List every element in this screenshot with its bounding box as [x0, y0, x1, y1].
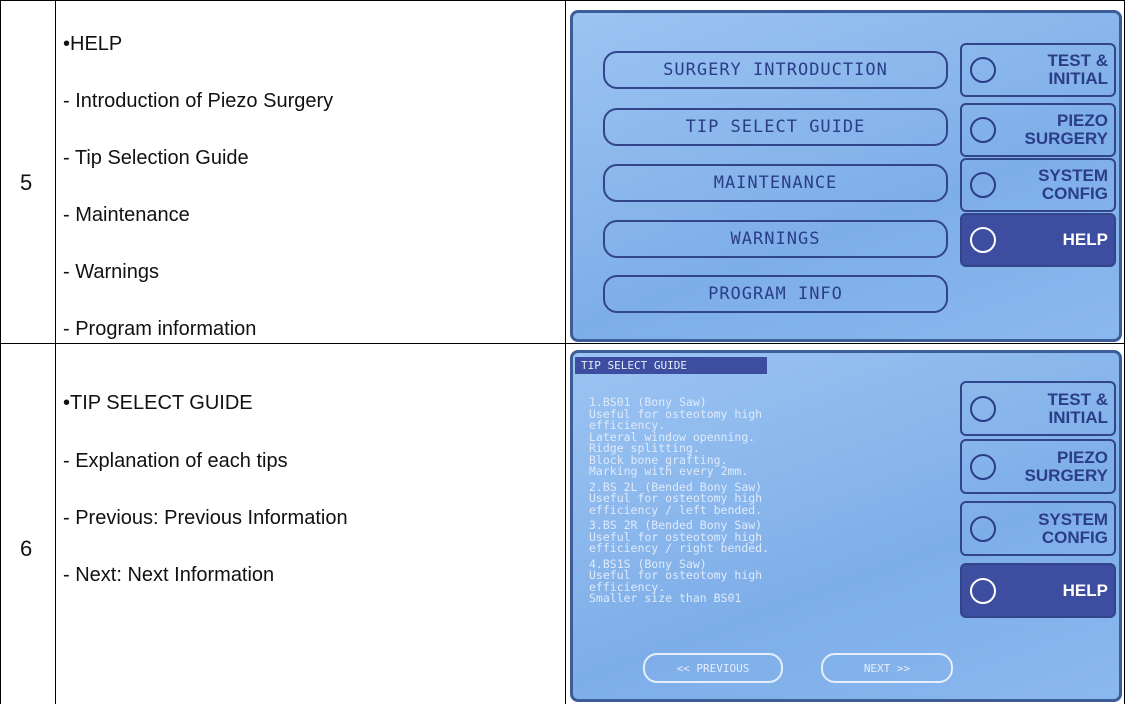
row-number: 6 — [20, 536, 33, 561]
guide-text: efficiency / right bended. — [589, 541, 770, 555]
screen-header: TIP SELECT GUIDE — [575, 357, 767, 374]
row-item: - Introduction of Piezo Surgery — [63, 90, 334, 112]
nav-button: << PREVIOUS — [643, 653, 783, 683]
guide-text: Marking with every 2mm. — [589, 464, 749, 478]
menu-button: MAINTENANCE — [603, 164, 948, 202]
row-item: - Tip Selection Guide — [63, 147, 249, 169]
guide-text: Block bone grafting. — [589, 452, 728, 467]
row-item: - Program information — [63, 318, 257, 340]
border — [55, 0, 56, 704]
button-icon — [970, 57, 996, 83]
button-icon — [970, 395, 996, 422]
menu-button: TIP SELECT GUIDE — [603, 108, 948, 146]
button-icon — [970, 577, 996, 604]
border — [565, 0, 566, 704]
side-button-label: SYSTEM — [1038, 166, 1108, 185]
side-button: TEST & INITIAL — [960, 381, 1116, 436]
side-button: HELP — [960, 563, 1116, 618]
side-button: SYSTEM CONFIG — [960, 158, 1116, 212]
nav-button: NEXT >> — [821, 653, 953, 683]
row-item: - Maintenance — [63, 204, 190, 226]
guide-text: efficiency / left bended. — [589, 502, 763, 517]
row-item: - Warnings — [63, 261, 159, 283]
guide-text: efficiency. — [589, 418, 666, 432]
row-item: - Previous: Previous Information — [63, 507, 348, 529]
side-button: PIEZO SURGERY — [960, 103, 1116, 157]
row-title: •TIP SELECT GUIDE — [63, 392, 253, 414]
side-button-label: HELP — [1062, 230, 1108, 249]
side-button-label: INITIAL — [1048, 407, 1109, 427]
border — [0, 343, 1125, 344]
guide-text: 3.BS 2R (Bended Bony Saw) — [589, 518, 763, 532]
guide-text: 4.BS1S (Bony Saw) — [589, 556, 707, 571]
row-item: - Explanation of each tips — [63, 450, 288, 472]
side-button-label: CONFIG — [1041, 184, 1108, 203]
guide-text: Useful for osteotomy high — [589, 568, 763, 582]
side-button: TEST & INITIAL — [960, 43, 1116, 97]
side-button-label: TEST & — [1047, 389, 1108, 409]
button-icon — [970, 453, 996, 480]
border — [0, 0, 1, 704]
side-button-label: PIEZO — [1056, 447, 1108, 467]
side-button-label: SYSTEM — [1038, 509, 1108, 529]
side-button-label: HELP — [1062, 580, 1108, 600]
side-button-label: SURGERY — [1024, 465, 1108, 485]
side-button-label: PIEZO — [1056, 111, 1108, 130]
guide-text: Smaller size than BS01 — [589, 591, 742, 605]
screen: TIP SELECT GUIDE 1.BS01 (Bony Saw) Useful … — [570, 350, 1122, 702]
side-button: SYSTEM CONFIG — [960, 501, 1116, 556]
button-icon — [970, 515, 996, 542]
side-button: HELP — [960, 213, 1116, 267]
guide-text: 1.BS01 (Bony Saw) — [589, 395, 707, 409]
guide-text: efficiency. — [589, 579, 666, 594]
menu-button: PROGRAM INFO — [603, 275, 948, 313]
side-button-label: TEST & — [1047, 51, 1108, 70]
side-button-label: SURGERY — [1024, 129, 1108, 148]
side-button-label: INITIAL — [1048, 69, 1109, 88]
guide-text: Useful for osteotomy high — [589, 406, 763, 421]
row-number: 5 — [20, 170, 33, 195]
side-button: PIEZO SURGERY — [960, 439, 1116, 494]
screen: SURGERY INTRODUCTION TIP SELECT GUIDE MAIN… — [570, 10, 1122, 342]
menu-button: SURGERY INTRODUCTION — [603, 51, 948, 89]
side-button-label: CONFIG — [1041, 527, 1108, 547]
guide-text: Lateral window openning. — [589, 429, 756, 444]
guide-text: Useful for osteotomy high — [589, 491, 763, 505]
row-item: - Next: Next Information — [63, 564, 275, 586]
border — [0, 0, 1125, 1]
button-icon — [970, 172, 996, 198]
guide-text: 2.BS 2L (Bended Bony Saw) — [589, 479, 763, 494]
button-icon — [970, 227, 996, 253]
menu-button: WARNINGS — [603, 220, 948, 258]
guide-text: Useful for osteotomy high — [589, 529, 763, 544]
button-icon — [970, 117, 996, 143]
guide-text: Ridge splitting. — [589, 441, 700, 455]
row-title: •HELP — [63, 33, 123, 55]
